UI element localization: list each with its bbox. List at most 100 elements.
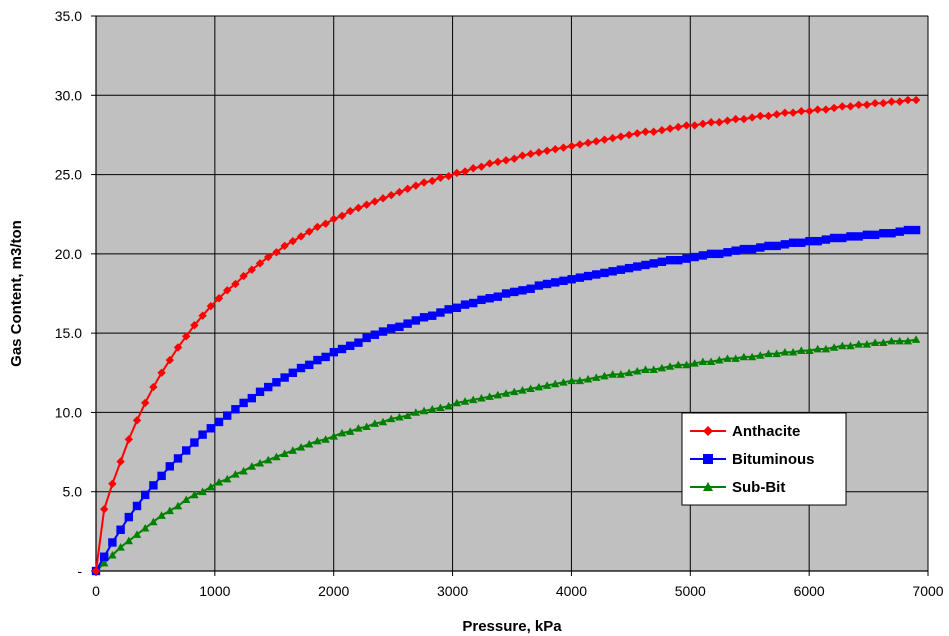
data-point bbox=[337, 211, 347, 220]
x-axis-ticks: 0 1000 2000 3000 4000 5000 6000 7000 bbox=[92, 571, 944, 599]
data-point bbox=[854, 232, 863, 241]
data-point bbox=[223, 286, 232, 295]
x-tick-label: 3000 bbox=[437, 583, 468, 599]
data-point bbox=[862, 100, 872, 109]
x-tick-label: 7000 bbox=[912, 583, 943, 599]
legend: Anthacite Bituminous Sub-Bit bbox=[681, 412, 847, 506]
data-point bbox=[838, 102, 847, 111]
data-point bbox=[887, 97, 896, 106]
data-point bbox=[682, 360, 691, 369]
data-point bbox=[362, 200, 371, 209]
data-point bbox=[91, 566, 101, 576]
data-point bbox=[501, 289, 511, 298]
data-point bbox=[337, 344, 347, 354]
data-point bbox=[108, 479, 117, 488]
series-anthacite bbox=[91, 95, 921, 576]
data-point bbox=[223, 411, 232, 420]
data-point bbox=[583, 374, 593, 383]
data-point bbox=[706, 357, 716, 366]
series-sub-bit bbox=[91, 335, 921, 575]
data-point bbox=[633, 367, 642, 375]
data-point bbox=[493, 292, 503, 301]
data-point bbox=[616, 370, 626, 378]
x-tick-label: 4000 bbox=[556, 583, 587, 599]
data-point bbox=[862, 340, 872, 348]
data-point bbox=[231, 279, 240, 289]
data-point bbox=[329, 347, 339, 357]
data-point bbox=[592, 373, 601, 381]
data-point bbox=[518, 386, 527, 394]
data-point bbox=[124, 512, 134, 522]
data-point bbox=[731, 114, 740, 124]
data-point bbox=[231, 470, 240, 478]
data-point bbox=[501, 156, 511, 165]
data-point bbox=[436, 403, 445, 412]
data-point bbox=[149, 382, 158, 392]
data-point bbox=[182, 446, 191, 455]
data-point bbox=[206, 301, 216, 311]
data-point bbox=[674, 256, 683, 265]
data-point bbox=[190, 321, 199, 330]
data-point bbox=[703, 482, 713, 491]
data-point bbox=[173, 501, 183, 510]
data-point bbox=[108, 550, 117, 559]
data-point bbox=[280, 241, 289, 251]
data-point bbox=[887, 229, 896, 238]
data-point bbox=[296, 363, 306, 373]
data-point bbox=[157, 471, 166, 481]
data-point bbox=[772, 349, 781, 358]
data-point bbox=[124, 536, 134, 545]
legend-label: Bituminous bbox=[732, 451, 815, 468]
data-point bbox=[157, 511, 166, 519]
data-point bbox=[370, 197, 380, 206]
data-point bbox=[469, 395, 478, 404]
data-point bbox=[510, 387, 519, 396]
data-point bbox=[485, 159, 494, 168]
data-point bbox=[452, 398, 462, 407]
data-point bbox=[895, 227, 904, 236]
y-tick-label: 10.0 bbox=[55, 404, 82, 420]
data-point bbox=[493, 157, 503, 167]
data-point bbox=[788, 108, 798, 117]
data-point bbox=[313, 355, 322, 365]
data-point bbox=[567, 141, 576, 151]
data-point bbox=[624, 368, 634, 377]
data-point bbox=[723, 116, 732, 125]
data-point bbox=[255, 259, 265, 268]
data-point bbox=[534, 148, 544, 157]
data-point bbox=[829, 233, 839, 243]
data-point bbox=[165, 355, 175, 365]
data-point bbox=[756, 111, 765, 121]
data-point bbox=[788, 238, 798, 247]
data-point bbox=[698, 357, 708, 366]
data-point bbox=[879, 229, 888, 238]
data-point bbox=[239, 466, 248, 475]
data-point bbox=[141, 523, 150, 532]
data-point bbox=[419, 406, 429, 415]
data-point bbox=[305, 227, 314, 236]
data-point bbox=[419, 313, 429, 322]
data-point bbox=[452, 303, 462, 312]
y-tick-label: 5.0 bbox=[63, 484, 83, 500]
data-point bbox=[100, 558, 109, 567]
data-point bbox=[165, 506, 175, 515]
data-point bbox=[608, 133, 617, 143]
data-point bbox=[780, 108, 790, 117]
data-point bbox=[813, 105, 822, 114]
data-point bbox=[272, 452, 281, 461]
data-point bbox=[280, 449, 289, 458]
data-point bbox=[739, 114, 749, 124]
legend-label: Sub-Bit bbox=[732, 479, 785, 496]
series-bituminous bbox=[91, 225, 921, 576]
data-point bbox=[838, 341, 847, 350]
data-point bbox=[657, 257, 667, 266]
data-point bbox=[132, 501, 142, 511]
data-point bbox=[690, 252, 699, 262]
data-point bbox=[764, 349, 773, 358]
data-point bbox=[272, 248, 281, 257]
data-point bbox=[354, 338, 363, 347]
data-point bbox=[551, 379, 560, 388]
data-point bbox=[534, 281, 544, 290]
data-point bbox=[436, 308, 445, 317]
data-point bbox=[551, 278, 560, 287]
